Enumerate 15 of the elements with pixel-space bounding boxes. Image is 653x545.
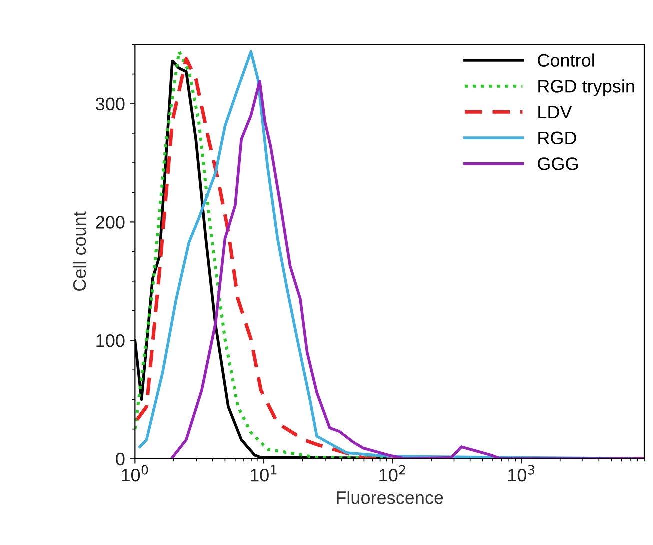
x-tick-label: 10$^{3}$ — [508, 465, 534, 482]
x-tick-label: 10$^{2}$ — [380, 465, 406, 482]
x-tick-label: 10$^{1}$ — [250, 465, 277, 482]
x-tick-label: 10$^{0}$ — [122, 465, 148, 482]
y-tick-label: 300 — [96, 98, 125, 111]
legend-label: LDV — [538, 106, 572, 119]
legend-label: RGD trypsin — [538, 80, 634, 96]
legend-label: GGG — [538, 158, 578, 170]
y-axis-title: Cell count — [72, 212, 86, 292]
legend-label: RGD — [538, 132, 576, 145]
y-tick-label: 200 — [96, 216, 125, 229]
y-tick-label: 0 — [116, 452, 125, 466]
y-tick-label: 100 — [96, 334, 125, 348]
x-axis-title: Fluorescence — [337, 491, 444, 504]
legend-label: Control — [538, 54, 594, 67]
